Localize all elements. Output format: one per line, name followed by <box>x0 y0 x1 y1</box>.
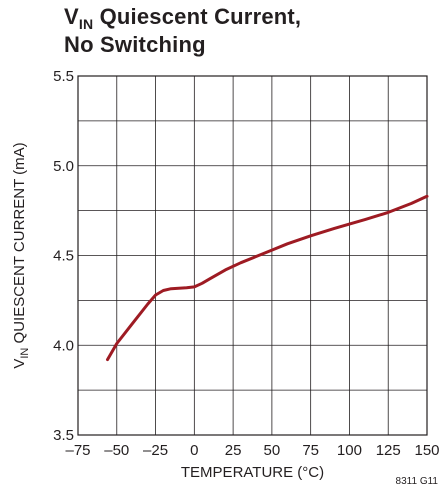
x-tick-label: 0 <box>190 442 198 459</box>
title-subscript: IN <box>78 16 94 32</box>
y-tick-label: 4.0 <box>53 337 74 354</box>
x-tick-labels: –75 –50 –25 0 25 50 75 100 125 150 <box>65 442 439 459</box>
x-tick-label: –75 <box>65 442 90 459</box>
x-tick-label: –25 <box>143 442 168 459</box>
x-tick-label: 25 <box>225 442 242 459</box>
x-tick-label: 125 <box>376 442 401 459</box>
y-axis-label-rest: QUIESCENT CURRENT (mA) <box>11 142 28 347</box>
x-tick-label: –50 <box>104 442 129 459</box>
figure-code: 8311 G11 <box>396 476 439 487</box>
y-axis-label-subscript: IN <box>19 348 31 359</box>
x-tick-label: 150 <box>414 442 439 459</box>
y-axis-label-v: V <box>11 359 28 369</box>
title-line-1: VIN Quiescent Current, <box>64 4 301 32</box>
x-tick-label: 100 <box>337 442 362 459</box>
y-tick-label: 5.0 <box>53 158 74 175</box>
x-tick-label: 50 <box>264 442 281 459</box>
title-v: V <box>64 4 79 29</box>
plot-frame <box>77 75 428 436</box>
data-series-line <box>106 194 429 362</box>
y-tick-label: 4.5 <box>53 248 74 265</box>
title-line-2: No Switching <box>64 32 206 57</box>
grid-lines <box>78 76 427 435</box>
y-tick-label: 5.5 <box>53 68 74 85</box>
title-rest: Quiescent Current, <box>93 4 302 29</box>
y-tick-label: 3.5 <box>53 427 74 444</box>
chart-title: VIN Quiescent Current, No Switching <box>64 4 301 57</box>
x-axis-label: TEMPERATURE (°C) <box>181 464 324 481</box>
x-tick-label: 75 <box>302 442 319 459</box>
y-axis-label: VIN QUIESCENT CURRENT (mA) <box>11 142 31 368</box>
y-tick-labels: 3.5 4.0 4.5 5.0 5.5 <box>53 68 74 444</box>
